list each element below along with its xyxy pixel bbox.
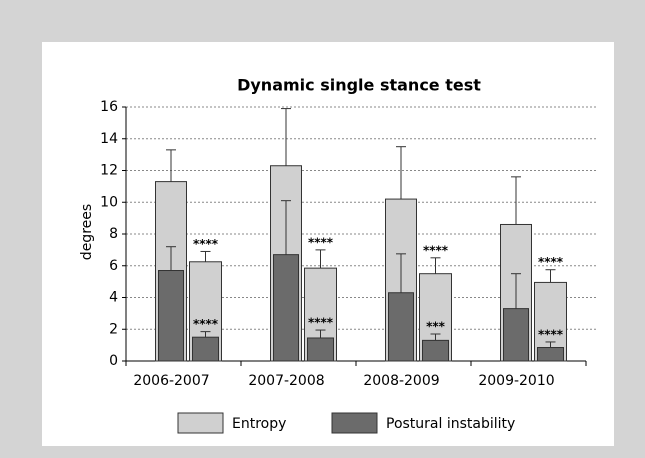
- y-axis-label: degrees: [79, 204, 95, 260]
- bar: [503, 308, 529, 362]
- y-tick-label: 12: [100, 163, 118, 179]
- significance-label: ****: [308, 235, 334, 249]
- x-tick-label: 2006-2007: [133, 373, 209, 389]
- x-tick-label: 2007-2008: [248, 373, 324, 389]
- y-tick-label: 6: [109, 258, 118, 274]
- bar: [388, 292, 414, 362]
- significance-label: ****: [423, 243, 449, 257]
- bar: [537, 347, 564, 362]
- bar: [307, 337, 334, 362]
- legend-label: Postural instability: [386, 416, 515, 432]
- significance-label: ****: [193, 237, 219, 251]
- significance-label: ****: [193, 317, 219, 331]
- significance-label: ****: [308, 316, 334, 330]
- chart-title: Dynamic single stance test: [237, 76, 481, 95]
- y-tick-label: 2: [109, 321, 118, 337]
- x-tick-label: 2008-2009: [363, 373, 439, 389]
- y-tick-label: 10: [100, 194, 118, 210]
- bar: [273, 254, 299, 362]
- bar: [422, 339, 449, 362]
- legend-swatch: [177, 412, 224, 434]
- legend-label: Entropy: [232, 416, 286, 432]
- x-tick-label: 2009-2010: [478, 373, 554, 389]
- y-tick-label: 0: [109, 353, 118, 369]
- significance-label: ***: [426, 320, 446, 334]
- y-tick-label: 4: [109, 290, 118, 306]
- bar: [192, 336, 219, 362]
- y-tick-label: 14: [100, 131, 118, 147]
- bar: [158, 270, 184, 362]
- significance-label: ****: [538, 327, 564, 341]
- y-tick-label: 16: [100, 99, 118, 115]
- y-tick-label: 8: [109, 226, 118, 242]
- legend-swatch: [331, 412, 378, 434]
- significance-label: ****: [538, 255, 564, 269]
